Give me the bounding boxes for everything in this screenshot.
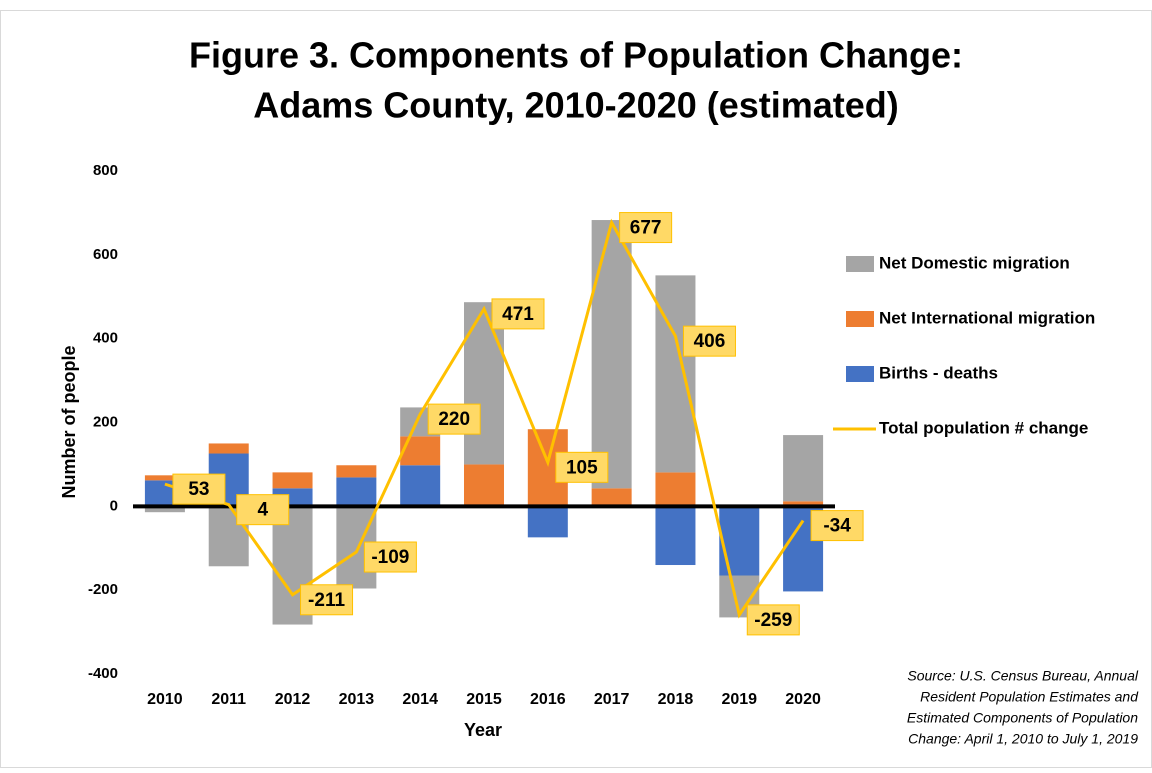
data-label-box xyxy=(682,325,736,357)
bar-segment xyxy=(400,465,441,507)
data-label-box xyxy=(172,473,226,505)
data-label-box xyxy=(300,584,354,616)
legend-swatch xyxy=(846,366,874,382)
legend-label: Births - deaths xyxy=(879,363,998,382)
source-note: Source: U.S. Census Bureau, Annual xyxy=(907,668,1139,684)
data-label: 677 xyxy=(630,218,662,239)
legend-swatch xyxy=(846,256,874,272)
bar-segment xyxy=(144,506,185,513)
data-label-box xyxy=(236,494,290,526)
bar-segment xyxy=(655,472,696,507)
bar-segment xyxy=(719,506,760,576)
bar-segment xyxy=(783,435,824,502)
data-label: 220 xyxy=(438,409,470,430)
source-note: Change: April 1, 2010 to July 1, 2019 xyxy=(908,731,1138,747)
legend-label: Net International migration xyxy=(879,308,1095,327)
bar-segment xyxy=(655,275,696,473)
y-tick-label: 200 xyxy=(93,413,118,430)
bar-segment xyxy=(591,220,632,489)
data-label: -259 xyxy=(754,610,792,631)
x-tick-label: 2012 xyxy=(275,691,311,708)
bar-segment xyxy=(400,436,441,466)
data-label-box xyxy=(619,212,673,244)
chart-title: Adams County, 2010-2020 (estimated) xyxy=(253,85,899,126)
chart-frame xyxy=(0,10,1152,768)
y-tick-label: 600 xyxy=(93,246,118,263)
bar-segment xyxy=(336,465,377,478)
data-label: -211 xyxy=(308,590,345,611)
data-label-box xyxy=(363,541,417,573)
source-note: Estimated Components of Population xyxy=(907,710,1138,726)
data-label: -109 xyxy=(371,547,409,568)
x-tick-label: 2014 xyxy=(402,691,438,708)
x-tick-label: 2016 xyxy=(530,691,566,708)
bar-segment xyxy=(272,472,313,489)
x-tick-label: 2015 xyxy=(466,691,502,708)
source-note: Resident Population Estimates and xyxy=(920,689,1139,705)
x-tick-label: 2018 xyxy=(658,691,694,708)
bar-segment xyxy=(591,488,632,507)
y-tick-label: 800 xyxy=(93,162,118,179)
bar-segment xyxy=(464,464,504,507)
data-label-box xyxy=(555,451,609,483)
legend-label: Net Domestic migration xyxy=(879,253,1070,272)
bar-segment xyxy=(783,501,824,507)
bar-segment xyxy=(144,475,185,481)
y-tick-label: -400 xyxy=(88,665,118,682)
y-tick-label: 400 xyxy=(93,330,118,347)
data-label-box xyxy=(810,510,864,542)
x-axis-label: Year xyxy=(464,720,502,740)
x-tick-label: 2019 xyxy=(721,691,757,708)
x-tick-label: 2017 xyxy=(594,691,630,708)
line xyxy=(164,218,805,619)
x-tick-label: 2010 xyxy=(147,691,183,708)
chart-title: Figure 3. Components of Population Chang… xyxy=(189,35,963,76)
bar-segment xyxy=(336,477,377,507)
legend-label: Total population # change xyxy=(879,418,1088,437)
data-label: 471 xyxy=(502,304,534,325)
legend-swatch xyxy=(846,311,874,327)
data-label-box xyxy=(427,403,481,435)
data-label: 406 xyxy=(694,331,726,352)
y-tick-label: 0 xyxy=(110,497,118,514)
x-tick-label: 2011 xyxy=(211,691,246,708)
data-label-box xyxy=(491,298,545,330)
data-label: -34 xyxy=(823,516,851,537)
x-tick-label: 2013 xyxy=(339,691,375,708)
data-label: 4 xyxy=(257,500,268,521)
y-axis-label: Number of people xyxy=(59,345,79,498)
bar-segment xyxy=(208,443,249,454)
y-tick-label: -200 xyxy=(88,581,118,598)
data-label: 53 xyxy=(188,479,209,500)
data-label-box xyxy=(746,604,800,636)
bar-segment xyxy=(655,506,696,566)
data-label: 105 xyxy=(566,457,598,478)
bar-segment xyxy=(527,506,568,538)
x-tick-label: 2020 xyxy=(785,691,821,708)
